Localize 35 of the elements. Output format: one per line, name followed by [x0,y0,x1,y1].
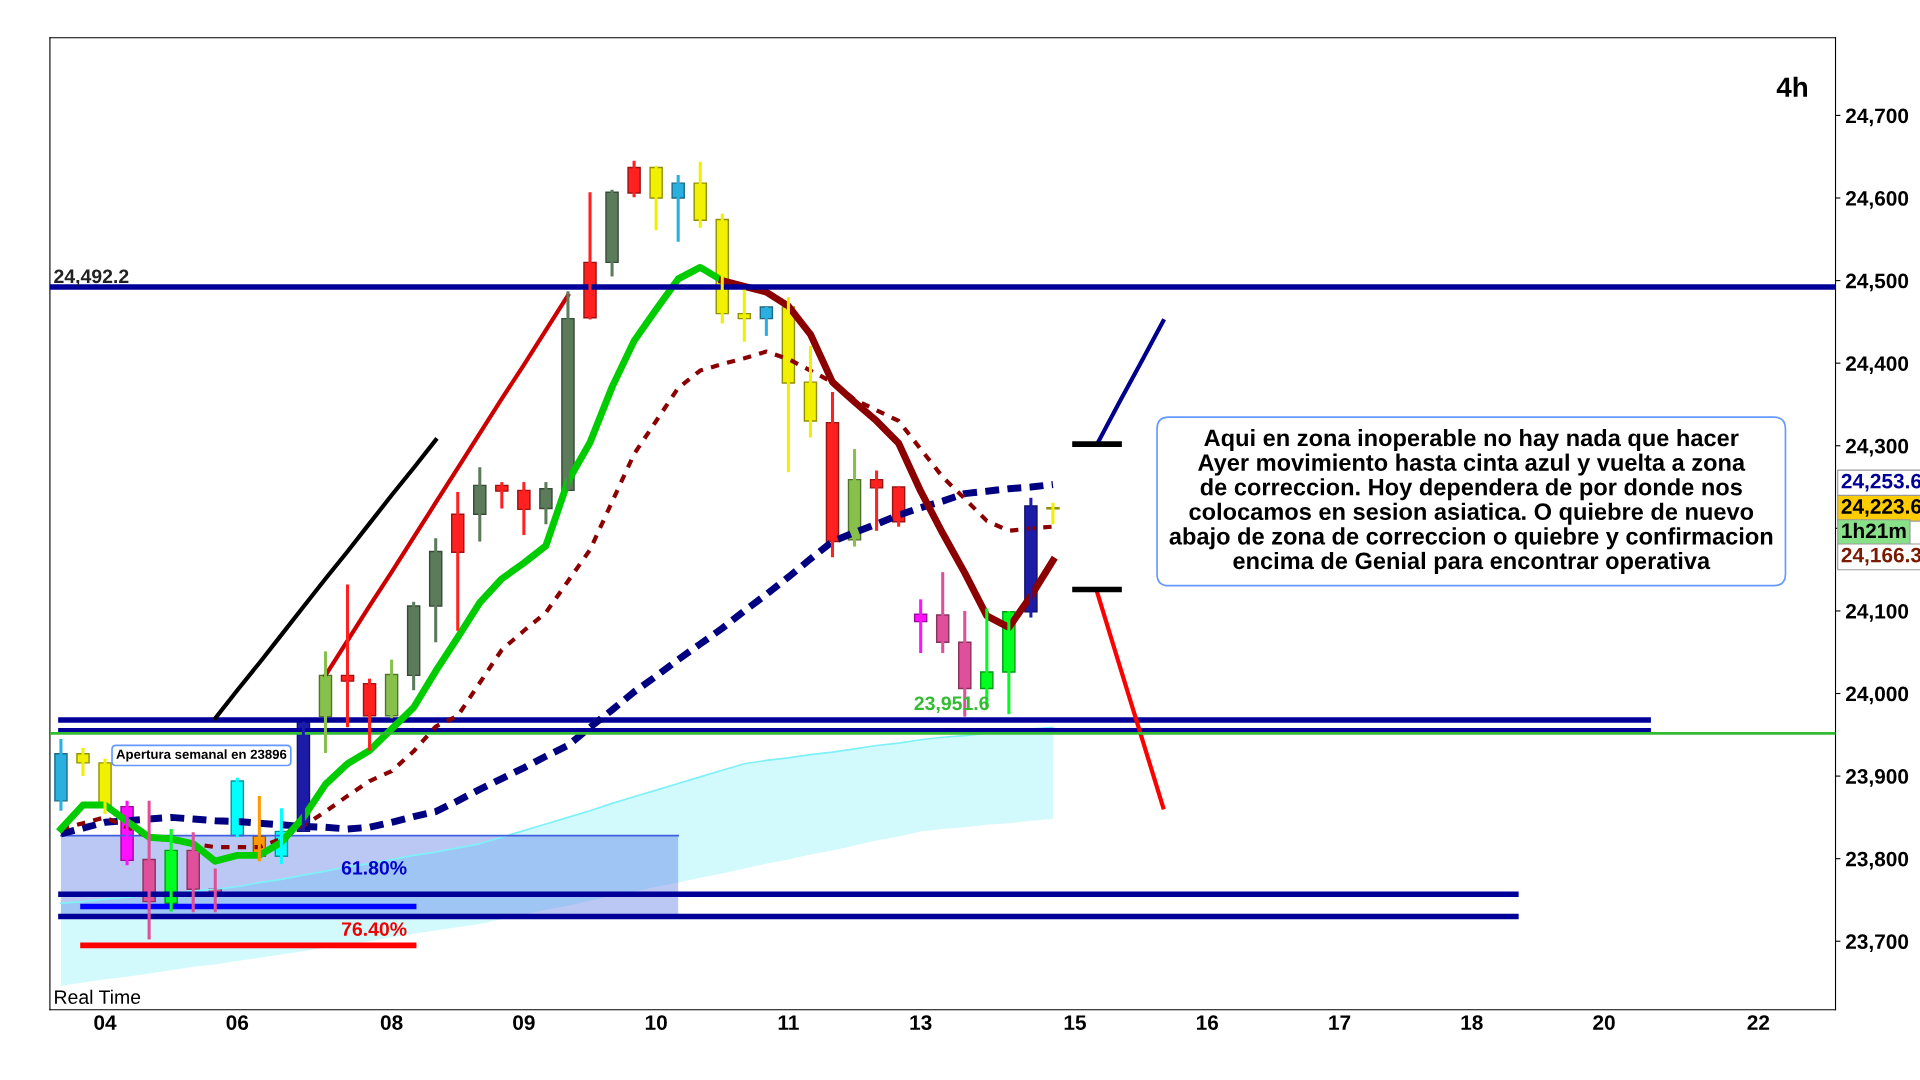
annotation: Real Time [55,989,141,1005]
x-tick-label: 16 [1196,1015,1219,1030]
x-tick-label: 15 [1064,1015,1086,1030]
x-tick-label: 04 [94,1015,117,1030]
annotation: 4h [1776,76,1808,97]
x-tick-label: 06 [226,1015,249,1030]
y-tick-label: 24,600 [1845,191,1909,209]
y-tick-label: 24,500 [1845,273,1909,292]
y-tick-label: 23,700 [1845,934,1909,953]
line-series [1094,589,1166,810]
y-tick-label: 24,000 [1845,686,1909,705]
y-tick-label: 24,400 [1845,356,1909,374]
line-series [323,293,571,678]
x-tick-label: 13 [910,1015,932,1030]
y-tick-label: 23,800 [1845,851,1909,870]
annotation: Aqui en zona inoperable no hay nada que hacer Ayer movimiento hasta cinta azul y vuelta a zona de correccion. Hoy dependera de por donde nos colocamos en sesion asiatica. O quiebre de nuevo abajo de zona de correccion o quiebre y confirmacion encima de Genial para encontrar operativa [1169,429,1773,574]
y-tick-label: 24,300 [1845,438,1909,457]
x-tick-label: 22 [1747,1015,1770,1030]
y-tick-label: 23,900 [1845,769,1909,787]
x-tick-label: 08 [380,1015,403,1030]
x-tick-label: 10 [645,1015,667,1030]
x-tick-label: 09 [513,1015,535,1030]
x-tick-label: 18 [1461,1015,1483,1030]
x-tick-label: 11 [778,1015,799,1030]
text: 1h21m [1842,522,1906,538]
annotation: Apertura semanal en 23896 [116,749,287,762]
y-tick-label: 24,100 [1845,603,1909,622]
ref-line-label: 24,492.2 [54,269,129,287]
line-series [213,437,438,721]
y-tick-label: 24,700 [1845,108,1909,127]
annotation: 61.80% [341,860,407,875]
candlestick [1046,502,1060,526]
annotation: 76.40% [341,922,407,936]
x-tick-label: 20 [1593,1015,1615,1030]
x-tick-label: 17 [1329,1015,1351,1030]
